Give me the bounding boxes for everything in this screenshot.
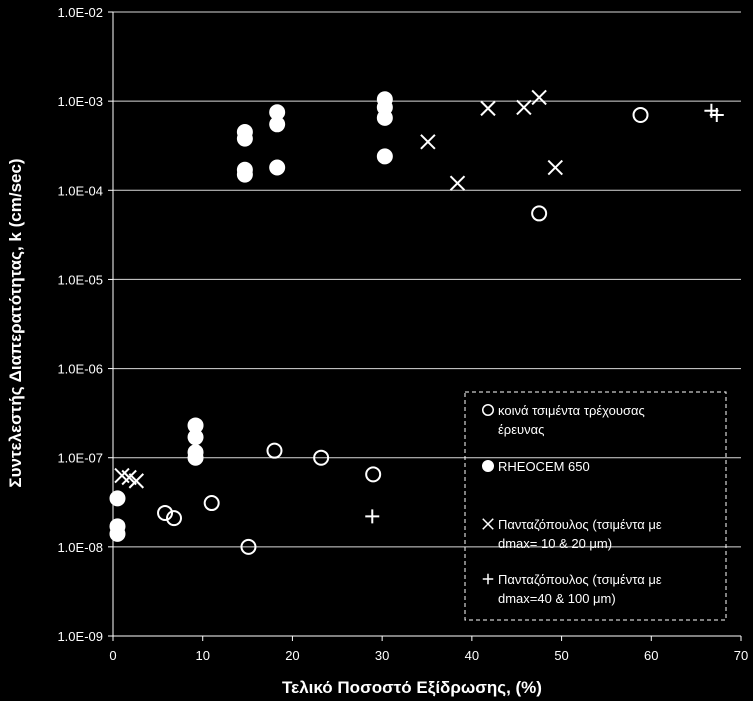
data-point-filled-circle <box>269 116 286 133</box>
legend-marker-filled-circle <box>482 460 494 472</box>
legend-label: dmax=40 & 100 μm) <box>498 591 616 606</box>
x-tick-label: 40 <box>465 648 479 663</box>
data-point-filled-circle <box>187 449 204 466</box>
y-tick-label: 1.0E-04 <box>57 183 103 198</box>
x-axis-title: Τελικό Ποσοστό Εξίδρωσης, (%) <box>282 678 542 697</box>
legend-label: dmax= 10 & 20 μm) <box>498 536 612 551</box>
data-point-x <box>128 473 145 489</box>
data-point-open-circle <box>157 504 174 521</box>
legend: κοινά τσιμέντα τρέχουσας έρευνας RHEOCEM 6… <box>464 391 727 621</box>
y-tick-label: 1.0E-05 <box>57 272 103 287</box>
data-point-open-circle <box>531 205 548 222</box>
data-point-x <box>420 134 436 150</box>
data-point-open-circle <box>240 538 257 555</box>
data-point-x <box>516 99 532 116</box>
data-point-open-circle <box>313 449 330 466</box>
y-tick-labels: 1.0E-09 1.0E-08 1.0E-07 1.0E-06 1.0E-05 1.0E-… <box>57 5 103 644</box>
legend-label: Πανταζόπουλος (τσιμέντα με <box>498 572 662 587</box>
data-point-plus <box>365 509 380 524</box>
x-tick-label: 10 <box>195 648 209 663</box>
data-point-open-circle <box>203 495 220 512</box>
x-tick-labels: 0 10 20 30 40 50 60 70 <box>109 648 748 663</box>
data-point-filled-circle <box>376 109 393 126</box>
data-point-open-circle <box>365 466 382 483</box>
y-tick-label: 1.0E-09 <box>57 629 103 644</box>
y-tick-label: 1.0E-03 <box>57 94 103 109</box>
x-tick-label: 30 <box>375 648 389 663</box>
legend-marker-plus <box>482 573 494 585</box>
gridlines <box>113 11 741 548</box>
x-tick-label: 20 <box>285 648 299 663</box>
legend-label: Πανταζόπουλος (τσιμέντα με <box>498 517 662 532</box>
legend-label: κοινά τσιμέντα τρέχουσας <box>498 403 645 418</box>
data-point-plus <box>709 107 724 122</box>
data-point-open-circle <box>266 442 283 459</box>
data-point-filled-circle <box>269 159 286 176</box>
data-point-open-circle <box>632 106 649 123</box>
legend-label: RHEOCEM 650 <box>498 459 590 474</box>
y-tick-label: 1.0E-07 <box>57 451 103 466</box>
data-point-x <box>531 89 547 106</box>
data-point-filled-circle <box>376 148 393 165</box>
x-tick-label: 0 <box>109 648 116 663</box>
legend-label: έρευνας <box>498 422 544 437</box>
data-point-filled-circle <box>236 130 253 147</box>
x-tick-label: 70 <box>734 648 748 663</box>
legend-marker-x <box>482 518 494 530</box>
data-point-x <box>480 100 496 117</box>
data-point-filled-circle <box>187 429 204 446</box>
legend-box <box>464 391 727 621</box>
data-point-open-circle <box>166 510 183 527</box>
y-tick-label: 1.0E-02 <box>57 5 103 20</box>
y-tick-label: 1.0E-06 <box>57 362 103 377</box>
y-tick-label: 1.0E-08 <box>57 540 103 555</box>
data-point-filled-circle <box>109 490 126 507</box>
data-point-x <box>547 159 563 176</box>
data-point-x <box>449 175 466 191</box>
x-tick-label: 50 <box>554 648 568 663</box>
data-point-filled-circle <box>109 525 126 542</box>
data-point-filled-circle <box>236 166 253 183</box>
legend-marker-open-circle <box>482 404 494 416</box>
x-tick-label: 60 <box>644 648 658 663</box>
y-axis-title: Συντελεστής Διαπερατότητας, k (cm/sec) <box>6 158 25 487</box>
data-points <box>109 89 724 555</box>
